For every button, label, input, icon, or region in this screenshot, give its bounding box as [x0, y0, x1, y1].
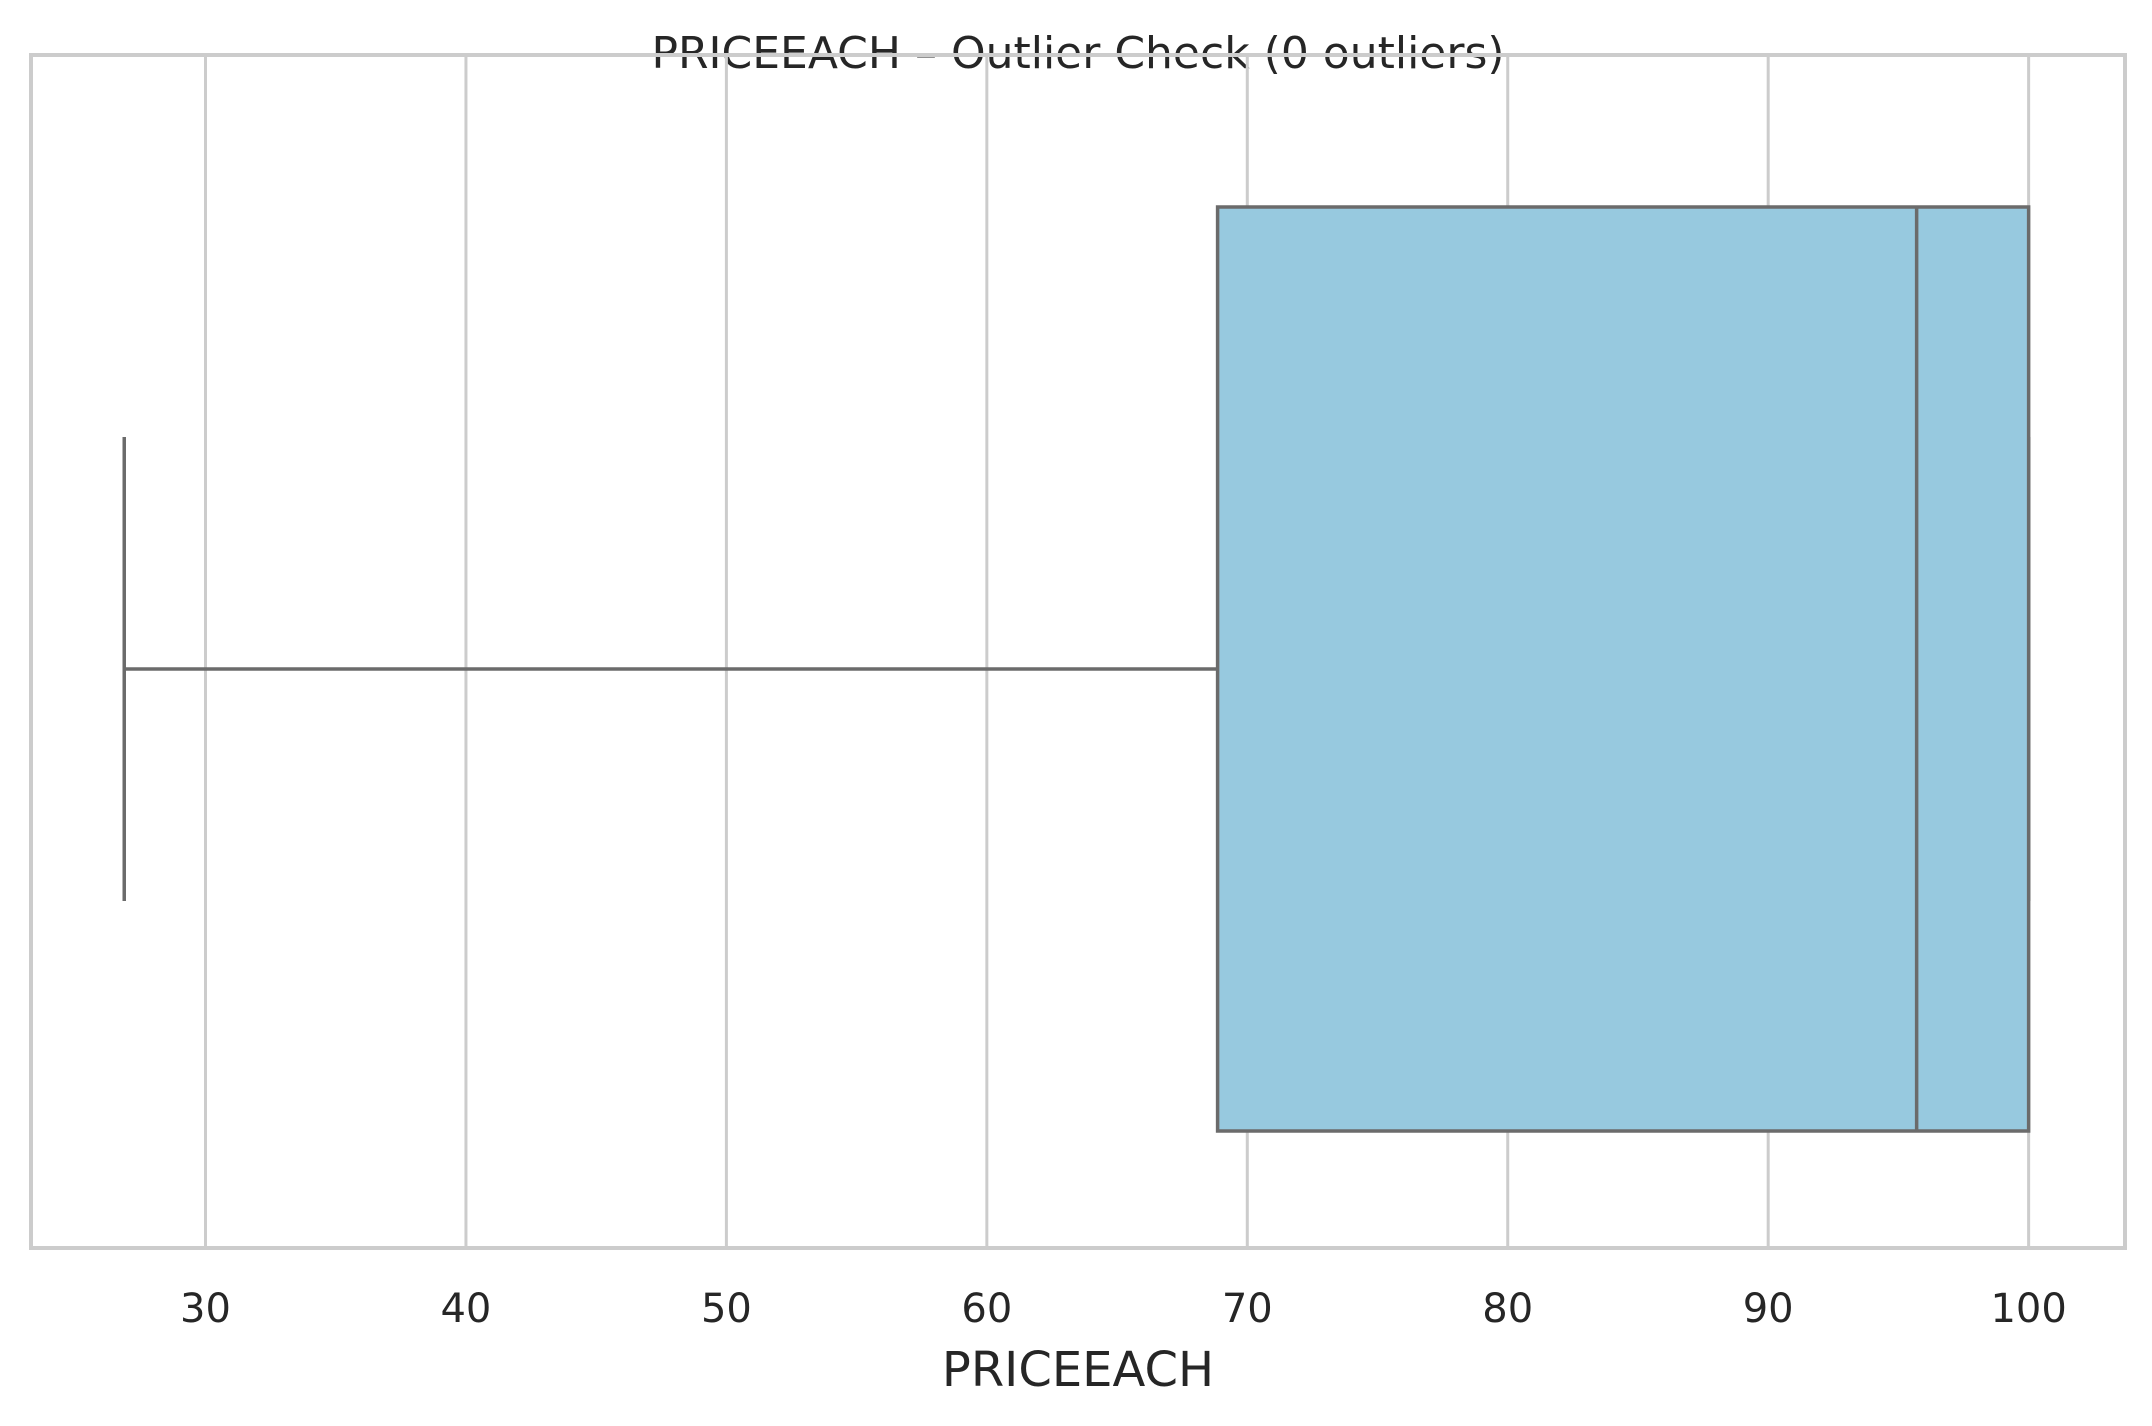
x-tick-label-80: 80: [1482, 1286, 1533, 1332]
x-tick-label-100: 100: [1990, 1286, 2066, 1332]
x-tick-label-40: 40: [440, 1286, 491, 1332]
x-tick-label-60: 60: [961, 1286, 1012, 1332]
x-tick-label-70: 70: [1222, 1286, 1273, 1332]
plot-frame: [29, 53, 2127, 1250]
x-tick-label-90: 90: [1743, 1286, 1794, 1332]
x-tick-labels: 30 40 50 60 70 80 90 100: [180, 1286, 2067, 1332]
x-tick-label-30: 30: [180, 1286, 231, 1332]
x-axis-label: PRICEEACH: [942, 1342, 1214, 1398]
iqr-box: [1215, 205, 2031, 1133]
x-tick-label-50: 50: [701, 1286, 752, 1332]
boxplot-elements: [122, 205, 2031, 1133]
